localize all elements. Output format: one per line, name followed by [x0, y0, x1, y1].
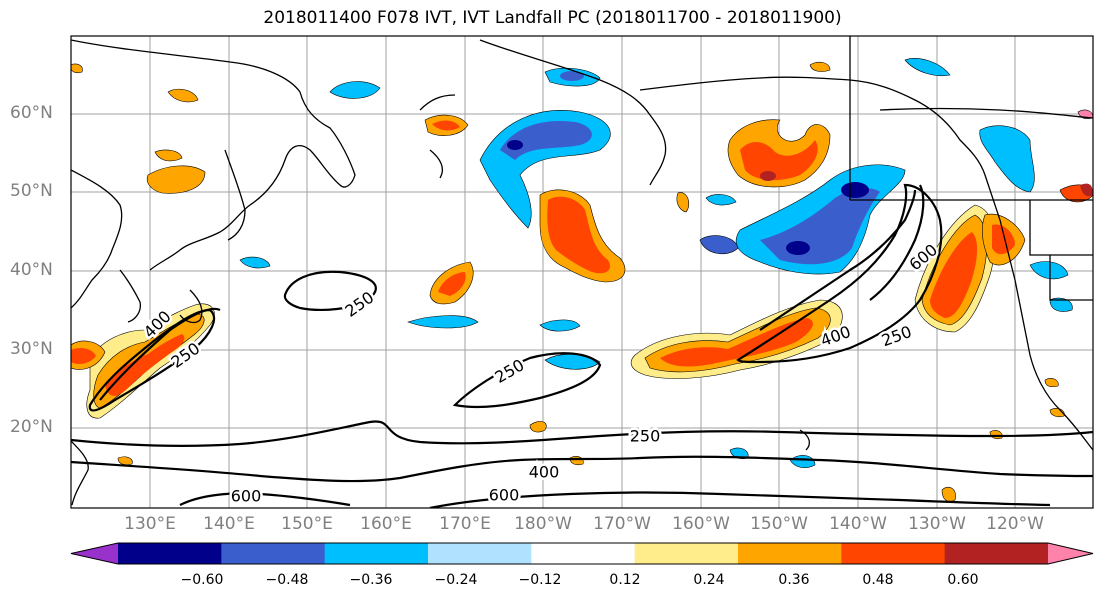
colorbar-segment	[944, 543, 1049, 564]
lon-label-180w: 180°W	[514, 514, 572, 534]
coastlines	[71, 36, 1093, 506]
contour-label: 600	[489, 486, 520, 505]
contour-label: 400	[529, 463, 560, 482]
lon-label-140w: 140°W	[829, 514, 887, 534]
lon-label-140e: 140°E	[203, 514, 255, 534]
lon-label-160w: 160°W	[672, 514, 730, 534]
lon-label-160e: 160°E	[360, 514, 412, 534]
colorbar-segment	[118, 543, 222, 564]
lon-label-170w: 170°W	[593, 514, 651, 534]
colorbar-outline	[70, 542, 1094, 565]
lon-label-130w: 130°W	[908, 514, 966, 534]
lat-label-30n: 30°N	[10, 339, 53, 359]
colorbar-segment	[221, 543, 326, 564]
colorbar-label: 0.48	[862, 572, 894, 588]
colorbar-extend-low	[71, 543, 118, 564]
contour-label: 250	[630, 427, 661, 446]
negative-pc-patches	[239, 58, 1073, 469]
colorbar-extend-high	[1048, 543, 1093, 564]
colorbar-segment	[428, 543, 532, 564]
map-frame	[70, 35, 1094, 509]
colorbar	[70, 542, 1094, 565]
colorbar-label: 0.36	[778, 572, 810, 588]
lon-label-150e: 150°E	[281, 514, 333, 534]
colorbar-segment	[634, 543, 739, 564]
colorbar-label: −0.24	[434, 572, 478, 588]
positive-pc-patches	[71, 61, 1093, 502]
lon-label-170e: 170°E	[439, 514, 491, 534]
map-panel	[71, 36, 1093, 508]
lon-label-120w: 120°W	[986, 514, 1044, 534]
lon-label-150w: 150°W	[750, 514, 808, 534]
lat-label-20n: 20°N	[10, 417, 53, 437]
colorbar-label: −0.60	[180, 572, 224, 588]
colorbar-label: −0.12	[518, 572, 562, 588]
colorbar-label: −0.36	[349, 572, 393, 588]
lat-label-40n: 40°N	[10, 260, 53, 280]
lon-label-130e: 130°E	[124, 514, 176, 534]
colorbar-segment	[738, 543, 842, 564]
colorbar-segment	[531, 543, 636, 564]
colorbar-segment	[841, 543, 946, 564]
ivt-contours	[71, 183, 1093, 508]
contour-label: 600	[231, 487, 262, 506]
colorbar-label: −0.48	[265, 572, 309, 588]
colorbar-label: 0.24	[693, 572, 725, 588]
colorbar-segment	[324, 543, 429, 564]
colorbar-label: 0.12	[609, 572, 641, 588]
lat-label-60n: 60°N	[10, 103, 53, 123]
colorbar-label: 0.60	[947, 572, 979, 588]
map-title: 2018011400 F078 IVT, IVT Landfall PC (20…	[263, 8, 842, 28]
lat-label-50n: 50°N	[10, 181, 53, 201]
